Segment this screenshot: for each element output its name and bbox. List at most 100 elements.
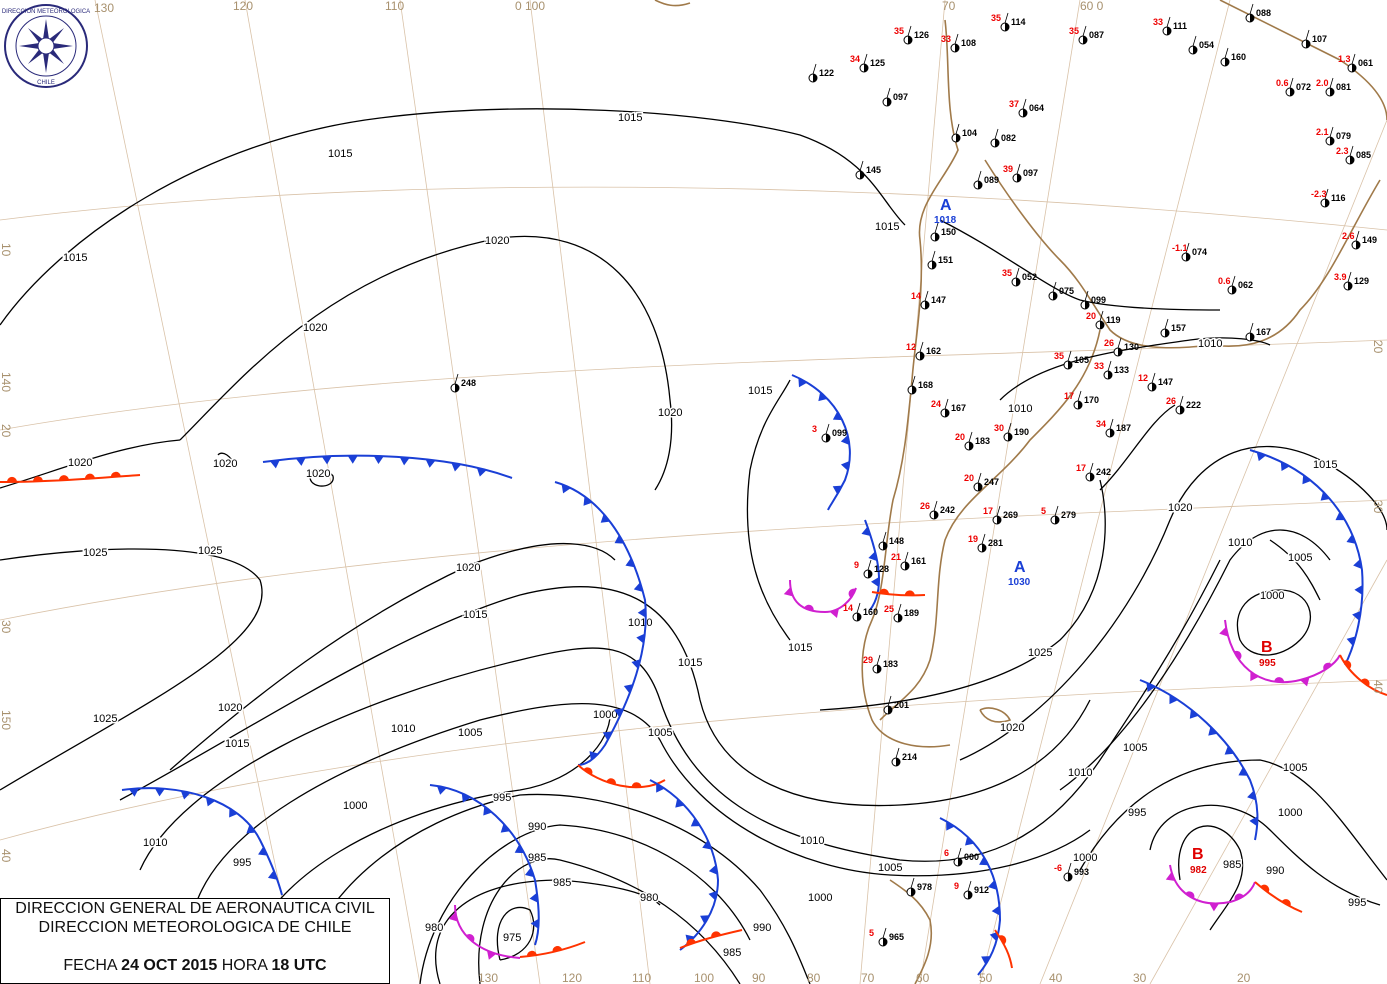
station-temperature: 33 [1153, 17, 1163, 27]
station-plot: 108 33 [941, 33, 976, 53]
front-semicircle [631, 782, 642, 788]
isobar-label: 1005 [878, 862, 902, 874]
station-plot: 116 -2.3 [1311, 188, 1346, 208]
isobar-label: 1000 [1073, 852, 1097, 864]
front-triangle [180, 790, 191, 800]
fronts [0, 374, 1387, 976]
station-plot: 133 33 [1094, 360, 1129, 380]
front-triangle [1249, 816, 1258, 827]
front-semicircle [1234, 893, 1244, 901]
station-temperature: -6 [1054, 863, 1062, 873]
station-temperature: 20 [964, 473, 974, 483]
station-plot: 161 21 [891, 551, 926, 571]
low-center-letter: B [1261, 639, 1273, 656]
station-plot: 081 2.0 [1316, 77, 1351, 97]
isobar-label: 1000 [808, 892, 832, 904]
cold-front [1249, 449, 1364, 666]
station-pressure: 081 [1336, 82, 1351, 92]
graticule-label: 90 [752, 971, 766, 984]
occl-front [783, 579, 857, 618]
station-pressure: 105 [1074, 355, 1089, 365]
station-pressure: 079 [1336, 131, 1351, 141]
occl-front [1165, 864, 1256, 912]
front-triangle [229, 808, 238, 818]
station-pressure: 170 [1084, 395, 1099, 405]
station-plot: 061 1.3 [1338, 53, 1373, 73]
isobar-label: 990 [528, 821, 546, 833]
front-semicircle [804, 604, 814, 611]
graticule-label: 60 [916, 971, 930, 984]
station-temperature: 5 [869, 928, 874, 938]
station-plot: 082 [990, 128, 1016, 148]
station-temperature: 14 [911, 291, 921, 301]
graticule-label: 10 [0, 243, 13, 257]
date-label: FECHA [63, 957, 117, 974]
graticule-label: 70 [942, 0, 956, 13]
station-plot: 064 37 [1009, 98, 1044, 118]
front-semicircle [1274, 677, 1285, 683]
station-pressure: 248 [461, 378, 476, 388]
station-temperature: 2.0 [1316, 78, 1329, 88]
station-plot: 242 26 [920, 500, 955, 520]
station-plot: 160 [1220, 47, 1246, 67]
station-temperature: 34 [1096, 419, 1106, 429]
warm-front [519, 941, 586, 958]
isobar-label: 1020 [485, 235, 509, 247]
station-plot: 097 39 [1003, 163, 1038, 183]
isobar-label: 985 [1223, 859, 1241, 871]
station-plot: 075 [1048, 281, 1074, 301]
station-pressure: 160 [1231, 52, 1246, 62]
cold-front [861, 519, 881, 611]
occl-front [1219, 619, 1341, 687]
front-triangle [600, 513, 610, 523]
isobar-label: 990 [1266, 865, 1284, 877]
station-pressure: 108 [961, 38, 976, 48]
station-pressure: 052 [1022, 272, 1037, 282]
graticule-label: 80 [807, 971, 821, 984]
isobar-label: 1020 [306, 468, 330, 480]
front-triangle [347, 455, 358, 464]
warm-front [1254, 881, 1303, 913]
station-temperature: 29 [863, 655, 873, 665]
station-temperature: 30 [994, 423, 1004, 433]
station-pressure: 054 [1199, 40, 1214, 50]
isobar-label: 1020 [213, 458, 237, 470]
front-triangle [1250, 671, 1259, 682]
graticule-label: 100 [694, 971, 714, 984]
front-semicircle [552, 946, 563, 953]
station-pressure: 072 [1296, 82, 1311, 92]
front-semicircle [1281, 899, 1291, 907]
front-triangle [981, 956, 991, 965]
station-temperature: 35 [991, 13, 1001, 23]
isobar-label: 1010 [1008, 403, 1032, 415]
front-triangle [631, 659, 641, 669]
station-temperature: 25 [884, 604, 894, 614]
front-semicircle [526, 950, 537, 957]
front-triangle [708, 890, 718, 901]
station-temperature: 3 [812, 424, 817, 434]
front-triangle [656, 783, 665, 793]
station-temperature: 17 [1076, 463, 1086, 473]
station-temperature: 2.1 [1316, 127, 1329, 137]
station-plot: 162 12 [906, 341, 941, 361]
front-triangle [702, 840, 712, 850]
isobar-label: 1020 [303, 322, 327, 334]
warm-front [679, 929, 743, 949]
title-line-1: DIRECCION GENERAL DE AERONAUTICA CIVIL [15, 900, 375, 917]
station-temperature: 1.3 [1338, 54, 1351, 64]
front-semicircle [1360, 678, 1370, 687]
station-plot: 279 5 [1041, 505, 1076, 525]
front-triangle [614, 534, 624, 544]
front-semicircle [84, 473, 95, 479]
low-center-value: 995 [1259, 658, 1276, 669]
station-plot: 183 20 [955, 431, 990, 451]
cold-front [649, 779, 720, 951]
isobar-label: 1020 [658, 407, 682, 419]
station-temperature: 17 [1064, 391, 1074, 401]
isobar-label: 1015 [328, 148, 352, 160]
high-center-value: 1018 [934, 215, 957, 226]
graticule-label: 0 100 [515, 0, 545, 13]
station-pressure: 167 [1256, 327, 1271, 337]
